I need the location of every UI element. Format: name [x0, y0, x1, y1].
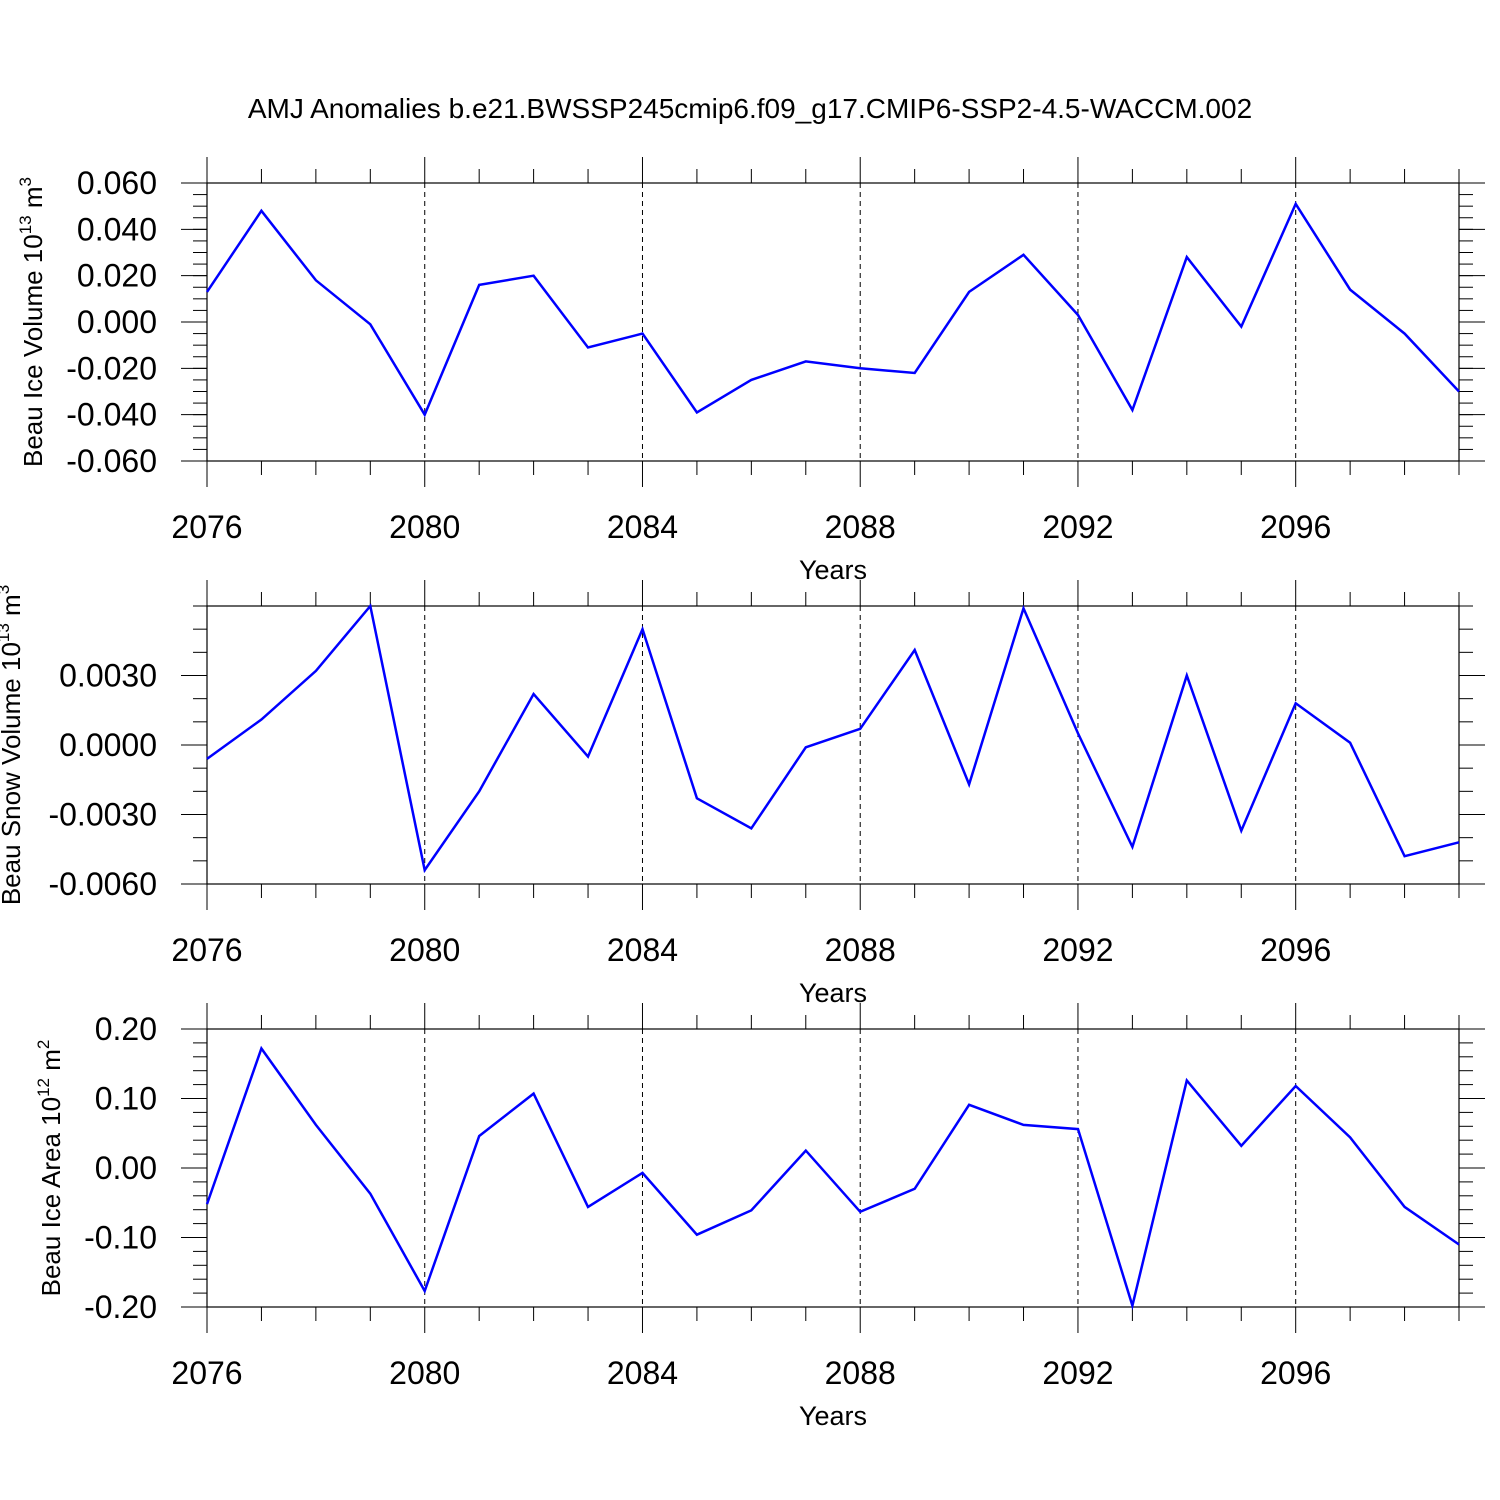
y-tick-label: 0.10: [95, 1081, 157, 1117]
chart-panel-3: -0.20 -0.10 0.00 0.10 0.20 2076 2080 2084 2088 20…: [34, 1003, 1485, 1431]
data-series-line: [205, 1045, 1460, 1311]
x-tick-label: 2084: [607, 1355, 678, 1391]
x-tick-label: 2092: [1042, 1355, 1113, 1391]
y-axis-label-unit: m: [0, 594, 26, 623]
x-tick-label: 2080: [389, 1355, 460, 1391]
y-axis-label-exponent: 12: [34, 1078, 53, 1097]
y-tick-label: 0.060: [77, 165, 157, 201]
y-tick-label: -0.040: [66, 397, 157, 433]
x-tick-label: 2076: [171, 509, 242, 545]
y-tick-label: 0.040: [77, 211, 157, 247]
y-tick-label: -0.020: [66, 350, 157, 386]
x-tick-label: 2080: [389, 932, 460, 968]
chart-panel-1: -0.060 -0.040 -0.020 0.000 0.020 0.040 0.060 20…: [16, 157, 1485, 585]
x-tick-label: 2084: [607, 932, 678, 968]
data-series-line: [206, 603, 1460, 874]
y-axis-label-unit-exponent: 3: [16, 177, 35, 186]
x-tick-label: 2092: [1042, 509, 1113, 545]
y-axis-label-text: Beau Ice Volume 10: [18, 234, 48, 467]
x-tick-label: 2088: [825, 932, 896, 968]
y-axis-label: Beau Ice Volume 1013 m3: [16, 177, 48, 467]
y-axis-label-unit: m: [18, 186, 48, 215]
x-tick-label: 2096: [1260, 932, 1331, 968]
x-tick-label: 2096: [1260, 509, 1331, 545]
x-axis-label: Years: [799, 555, 867, 585]
y-tick-label: -0.0030: [48, 797, 157, 833]
y-axis-label-text: Beau Snow Volume 10: [0, 642, 26, 905]
y-tick-label: -0.0060: [48, 866, 157, 902]
x-tick-label: 2076: [171, 932, 242, 968]
y-tick-label: 0.0030: [59, 658, 157, 694]
x-tick-label: 2088: [825, 1355, 896, 1391]
plot-frame: [206, 1028, 1460, 1308]
plot-frame: [206, 182, 1460, 462]
x-axis-label: Years: [799, 1401, 867, 1431]
y-tick-label: 0.020: [77, 258, 157, 294]
y-axis-label-exponent: 13: [0, 623, 13, 642]
y-tick-label: -0.20: [84, 1289, 157, 1325]
data-series-line: [205, 201, 1460, 418]
y-axis-label-exponent: 13: [16, 215, 35, 234]
x-tick-label: 2076: [171, 1355, 242, 1391]
x-tick-label: 2080: [389, 509, 460, 545]
x-tick-label: 2088: [825, 509, 896, 545]
y-axis-label-text: Beau Ice Area 10: [36, 1097, 66, 1296]
y-tick-label: 0.0000: [59, 727, 157, 763]
x-tick-label: 2092: [1042, 932, 1113, 968]
y-axis-label: Beau Snow Volume 1013 m3: [0, 585, 26, 905]
y-tick-label: 0.00: [95, 1150, 157, 1186]
y-tick-label: -0.060: [66, 443, 157, 479]
figure-title: AMJ Anomalies b.e21.BWSSP245cmip6.f09_g1…: [248, 93, 1252, 124]
y-axis-label-unit-exponent: 2: [34, 1040, 53, 1049]
y-tick-label: 0.20: [95, 1011, 157, 1047]
y-axis-label: Beau Ice Area 1012 m2: [34, 1040, 66, 1297]
y-tick-label: -0.10: [84, 1220, 157, 1256]
x-tick-label: 2096: [1260, 1355, 1331, 1391]
chart-panel-2: -0.0060 -0.0030 0.0000 0.0030 2076 2080 2084 20…: [0, 580, 1485, 1008]
plot-frame: [206, 605, 1460, 885]
y-axis-label-unit: m: [36, 1049, 66, 1078]
y-axis-label-unit-exponent: 3: [0, 585, 13, 594]
x-tick-label: 2084: [607, 509, 678, 545]
x-axis-label: Years: [799, 978, 867, 1008]
y-tick-label: 0.000: [77, 304, 157, 340]
